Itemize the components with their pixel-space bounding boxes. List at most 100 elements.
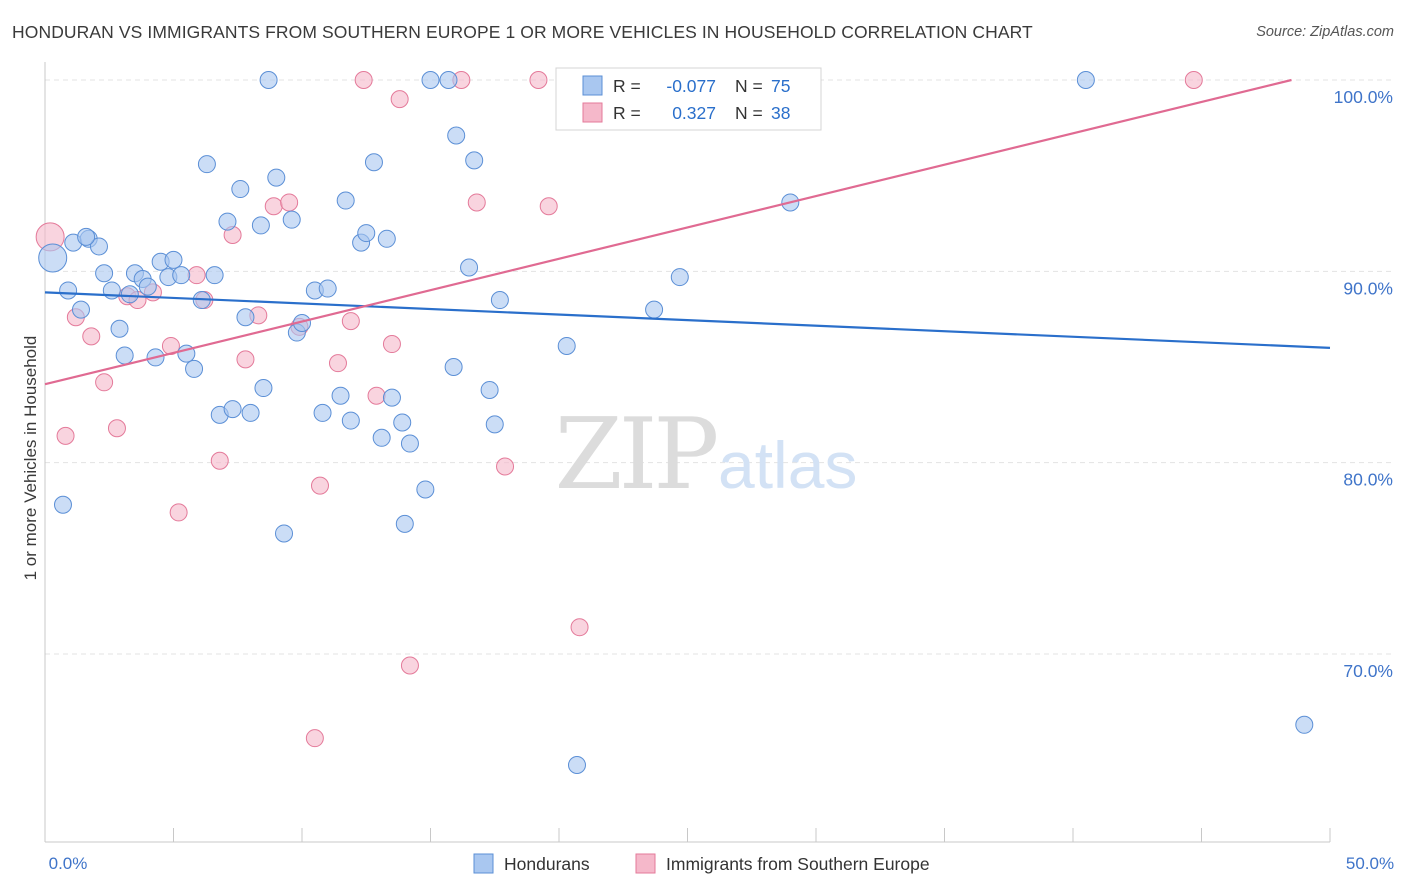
stats-r-label-southern-europe: R = bbox=[613, 103, 641, 123]
hondurans-point bbox=[416, 480, 435, 499]
stats-n-value-hondurans: 75 bbox=[771, 76, 790, 96]
southern-europe-point bbox=[310, 476, 329, 495]
southern-europe-point bbox=[467, 193, 486, 212]
southern-europe-point bbox=[570, 618, 589, 637]
chart-source: Source: ZipAtlas.com bbox=[1256, 24, 1394, 40]
hondurans-point bbox=[393, 413, 412, 432]
southern-europe-point bbox=[210, 451, 229, 470]
hondurans-point bbox=[282, 210, 301, 229]
legend-label-hondurans: Hondurans bbox=[504, 854, 590, 874]
hondurans-point bbox=[95, 264, 114, 283]
hondurans-point bbox=[120, 285, 139, 304]
y-tick-label: 70.0% bbox=[1343, 661, 1393, 681]
watermark-zip: ZIP bbox=[555, 398, 717, 512]
southern-europe-point bbox=[367, 386, 386, 405]
stats-r-value-hondurans: -0.077 bbox=[666, 76, 716, 96]
southern-europe-trend-line bbox=[44, 78, 1292, 386]
hondurans-point bbox=[331, 386, 350, 405]
southern-europe-point bbox=[400, 656, 419, 675]
hondurans-point bbox=[259, 71, 278, 89]
southern-europe-point bbox=[107, 419, 126, 438]
hondurans-point bbox=[223, 400, 242, 419]
hondurans-point bbox=[480, 380, 499, 399]
legend: Hondurans Immigrants from Southern Europ… bbox=[473, 853, 930, 874]
hondurans-point bbox=[400, 434, 419, 453]
axes bbox=[44, 62, 1331, 843]
hondurans-point bbox=[251, 216, 270, 235]
stats-box: R = -0.077 N = 75 R = 0.327 N = 38 bbox=[555, 67, 822, 131]
hondurans-point bbox=[372, 428, 391, 447]
hondurans-point bbox=[336, 191, 355, 210]
hondurans-point bbox=[421, 71, 440, 89]
hondurans-point bbox=[670, 268, 689, 287]
hondurans-point bbox=[115, 346, 134, 365]
hondurans-point bbox=[1295, 715, 1314, 734]
watermark: ZIP atlas bbox=[555, 398, 858, 512]
hondurans-point bbox=[485, 415, 504, 434]
hondurans-point bbox=[377, 229, 396, 248]
hondurans-point bbox=[218, 212, 237, 231]
stats-n-value-southern-europe: 38 bbox=[771, 103, 790, 123]
hondurans-point bbox=[313, 403, 332, 422]
hondurans-point bbox=[138, 277, 157, 296]
hondurans-point bbox=[439, 71, 458, 89]
southern-europe-point bbox=[341, 312, 360, 331]
southern-europe-point bbox=[95, 373, 114, 392]
hondurans-point bbox=[205, 266, 224, 285]
y-tick-label: 80.0% bbox=[1343, 470, 1393, 490]
hondurans-point bbox=[357, 224, 376, 243]
hondurans-point bbox=[77, 227, 96, 246]
hondurans-point bbox=[1076, 71, 1095, 89]
hondurans-point bbox=[231, 180, 250, 199]
southern-europe-point bbox=[305, 729, 324, 748]
chart-title: HONDURAN VS IMMIGRANTS FROM SOUTHERN EUR… bbox=[12, 22, 1033, 42]
hondurans-point bbox=[447, 126, 466, 145]
legend-swatch-southern-europe bbox=[635, 853, 656, 874]
hondurans-point bbox=[444, 358, 463, 376]
southern-europe-point bbox=[382, 335, 401, 354]
legend-label-southern-europe: Immigrants from Southern Europe bbox=[666, 854, 930, 874]
hondurans-point bbox=[172, 266, 191, 285]
watermark-atlas: atlas bbox=[718, 428, 857, 502]
hondurans-point bbox=[185, 359, 204, 378]
stats-r-value-southern-europe: 0.327 bbox=[672, 103, 716, 123]
hondurans-point bbox=[241, 403, 260, 422]
y-axis-title: 1 or more Vehicles in Household bbox=[21, 336, 40, 581]
y-tick-label: 100.0% bbox=[1334, 87, 1393, 107]
southern-europe-point bbox=[280, 193, 299, 212]
hondurans-point bbox=[490, 291, 509, 310]
hondurans-point bbox=[164, 250, 183, 269]
hondurans-point bbox=[341, 411, 360, 430]
hondurans-point bbox=[254, 379, 273, 398]
hondurans-point bbox=[645, 300, 664, 319]
hondurans-point bbox=[89, 237, 108, 256]
hondurans-point bbox=[197, 155, 216, 174]
southern-europe-point bbox=[390, 90, 409, 109]
hondurans-point bbox=[318, 279, 337, 298]
southern-europe-point bbox=[169, 503, 188, 522]
hondurans-point bbox=[236, 308, 255, 327]
southern-europe-point bbox=[56, 426, 75, 445]
southern-europe-point bbox=[264, 197, 283, 216]
hondurans-point bbox=[71, 300, 90, 319]
y-tick-label: 90.0% bbox=[1343, 278, 1393, 298]
hondurans-point bbox=[567, 755, 586, 774]
hondurans-point bbox=[275, 524, 294, 543]
hondurans-point bbox=[460, 258, 479, 277]
southern-europe-point bbox=[354, 71, 373, 89]
southern-europe-point bbox=[236, 350, 255, 369]
trend-lines bbox=[44, 78, 1331, 386]
x-tick-label-max: 50.0% bbox=[1346, 854, 1394, 873]
hondurans-point bbox=[59, 281, 78, 300]
stats-n-label-hondurans: N = bbox=[735, 76, 763, 96]
hondurans-point bbox=[382, 388, 401, 407]
southern-europe-point bbox=[529, 71, 548, 89]
southern-europe-point bbox=[82, 327, 101, 346]
southern-europe-point bbox=[496, 457, 515, 476]
hondurans-trend-line bbox=[44, 291, 1331, 349]
hondurans-point bbox=[364, 153, 383, 172]
legend-swatch-hondurans bbox=[473, 853, 494, 874]
x-tick-label-min: 0.0% bbox=[49, 854, 88, 873]
southern-europe-point bbox=[328, 354, 347, 373]
stats-swatch-southern-europe bbox=[582, 102, 603, 123]
